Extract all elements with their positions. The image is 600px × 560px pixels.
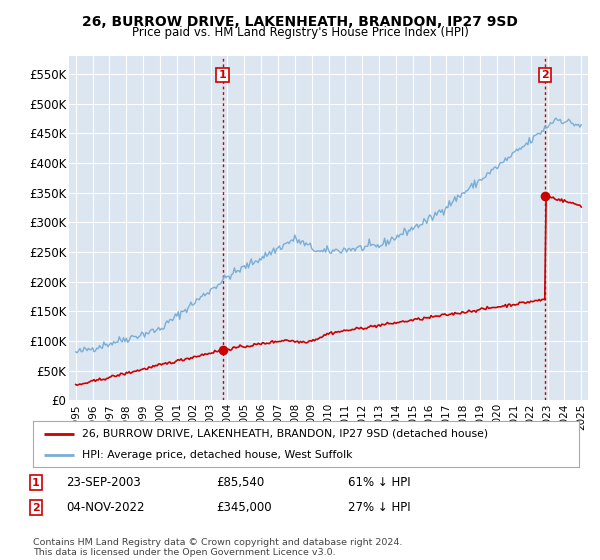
Text: 2: 2 xyxy=(32,503,40,513)
Text: 23-SEP-2003: 23-SEP-2003 xyxy=(66,476,141,489)
Text: £345,000: £345,000 xyxy=(216,501,272,515)
Text: Price paid vs. HM Land Registry's House Price Index (HPI): Price paid vs. HM Land Registry's House … xyxy=(131,26,469,39)
Text: £85,540: £85,540 xyxy=(216,476,264,489)
Text: 2: 2 xyxy=(541,70,549,80)
Text: 26, BURROW DRIVE, LAKENHEATH, BRANDON, IP27 9SD (detached house): 26, BURROW DRIVE, LAKENHEATH, BRANDON, I… xyxy=(82,428,488,438)
Text: 27% ↓ HPI: 27% ↓ HPI xyxy=(348,501,410,515)
Text: 04-NOV-2022: 04-NOV-2022 xyxy=(66,501,145,515)
Text: 61% ↓ HPI: 61% ↓ HPI xyxy=(348,476,410,489)
Text: Contains HM Land Registry data © Crown copyright and database right 2024.
This d: Contains HM Land Registry data © Crown c… xyxy=(33,538,403,557)
Text: HPI: Average price, detached house, West Suffolk: HPI: Average price, detached house, West… xyxy=(82,450,353,460)
Text: 1: 1 xyxy=(219,70,227,80)
Text: 26, BURROW DRIVE, LAKENHEATH, BRANDON, IP27 9SD: 26, BURROW DRIVE, LAKENHEATH, BRANDON, I… xyxy=(82,15,518,29)
Text: 1: 1 xyxy=(32,478,40,488)
